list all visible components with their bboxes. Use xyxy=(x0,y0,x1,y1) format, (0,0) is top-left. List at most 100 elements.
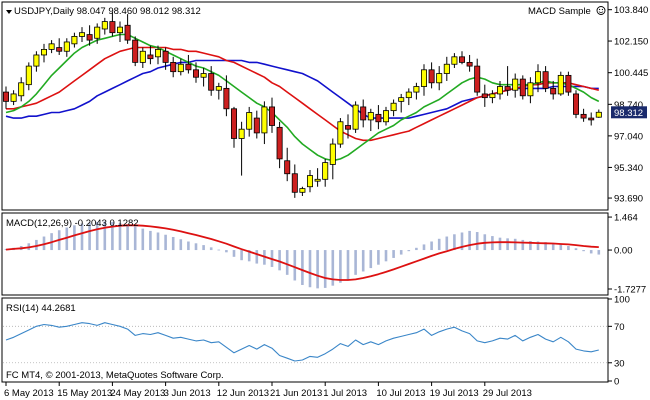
price-tick-label: 98.740 xyxy=(614,100,643,111)
macd-bar xyxy=(422,244,426,251)
candle xyxy=(192,62,199,83)
candle-body xyxy=(496,86,503,95)
candle-body xyxy=(588,117,595,121)
candle xyxy=(253,110,260,139)
macd-bar xyxy=(339,250,342,283)
macd-bar xyxy=(559,244,563,251)
macd-bar xyxy=(95,221,99,251)
candle xyxy=(451,53,458,68)
candle xyxy=(352,101,359,133)
candle-body xyxy=(124,24,131,41)
candle-body xyxy=(215,86,222,91)
candle-body xyxy=(535,71,542,84)
candle-body xyxy=(420,69,427,87)
symbol-header: USDJPY,Daily 98.047 98.460 98.012 98.312 xyxy=(14,6,201,17)
candle-body xyxy=(200,73,207,78)
price-tick-label: 100.445 xyxy=(614,68,648,79)
candle-body xyxy=(436,73,443,84)
candle xyxy=(154,45,161,65)
macd-bar xyxy=(369,250,373,269)
candle-body xyxy=(443,63,450,74)
macd-bar xyxy=(331,250,335,286)
macd-bar xyxy=(399,250,403,255)
candle xyxy=(299,186,306,197)
symbol-icon xyxy=(6,10,12,14)
macd-bar xyxy=(179,239,183,251)
macd-tick-label: -1.7277 xyxy=(614,284,646,295)
candle-body xyxy=(63,41,70,52)
candle-body xyxy=(48,43,55,50)
candle xyxy=(375,105,382,130)
candle xyxy=(291,164,298,198)
candle xyxy=(261,101,268,145)
candle-body xyxy=(329,143,336,165)
macd-bar xyxy=(536,241,540,251)
candle xyxy=(367,108,374,132)
candle xyxy=(314,168,321,187)
candle xyxy=(306,170,313,193)
candle-body xyxy=(246,112,253,130)
macd-bar xyxy=(111,221,114,251)
macd-bar xyxy=(407,250,411,252)
rsi-pane-frame xyxy=(1,297,609,383)
macd-bar xyxy=(308,250,312,288)
candle xyxy=(200,67,207,87)
candle-body xyxy=(595,111,602,118)
macd-bar xyxy=(194,243,198,251)
candle-body xyxy=(451,56,458,65)
macd-label: MACD(12,26,9) -0.2043 0.1282 xyxy=(6,218,139,229)
candle-body xyxy=(375,113,382,123)
time-tick-label: 3 Jun 2013 xyxy=(164,388,211,399)
candle-body xyxy=(580,113,587,119)
smiley-icon xyxy=(596,6,606,15)
candle xyxy=(573,90,580,119)
macd-bar xyxy=(285,250,289,275)
candle-body xyxy=(56,47,63,52)
candle-body xyxy=(223,87,230,110)
candle xyxy=(496,80,503,100)
candle-body xyxy=(542,71,549,89)
current-price-marker: 98.312 xyxy=(611,106,647,119)
candle xyxy=(33,51,40,72)
candle-body xyxy=(18,82,25,97)
macd-bar xyxy=(240,250,243,261)
time-tick-label: 15 May 2013 xyxy=(57,388,112,399)
rsi-path xyxy=(5,322,599,362)
candle xyxy=(246,106,253,137)
candle xyxy=(124,14,131,44)
candle-body xyxy=(3,91,9,102)
time-tick-label: 21 Jun 2013 xyxy=(270,388,322,399)
macd-bar xyxy=(574,248,578,251)
candle-body xyxy=(314,178,321,182)
candle xyxy=(527,77,534,104)
candle-body xyxy=(41,48,48,56)
candle-body xyxy=(557,74,564,95)
macd-bar xyxy=(544,242,547,251)
candle-body xyxy=(474,65,481,93)
candle-body xyxy=(565,74,572,93)
candle xyxy=(139,47,146,68)
macd-bar xyxy=(445,236,449,251)
candle xyxy=(322,158,329,187)
candle-body xyxy=(33,54,40,67)
candle-body xyxy=(208,73,215,91)
macd-bar xyxy=(187,241,190,251)
copyright-footer: FC MT4, © 2001-2013, MetaQuotes Software… xyxy=(6,370,224,381)
candle-body xyxy=(230,108,237,139)
candle-body xyxy=(185,63,192,71)
candle xyxy=(109,12,116,37)
candle xyxy=(132,36,139,67)
candle xyxy=(25,62,32,91)
macd-bar xyxy=(202,245,205,251)
macd-bar xyxy=(430,241,433,251)
macd-bar xyxy=(232,250,236,257)
macd-histogram xyxy=(4,221,601,289)
candle xyxy=(230,106,237,148)
candle-body xyxy=(390,102,397,112)
time-tick-label: 12 Jun 2013 xyxy=(217,388,269,399)
candle xyxy=(420,64,427,96)
candle-body xyxy=(253,117,260,134)
macd-bar xyxy=(247,250,251,262)
macd-tick-label: 0.00 xyxy=(614,246,633,257)
